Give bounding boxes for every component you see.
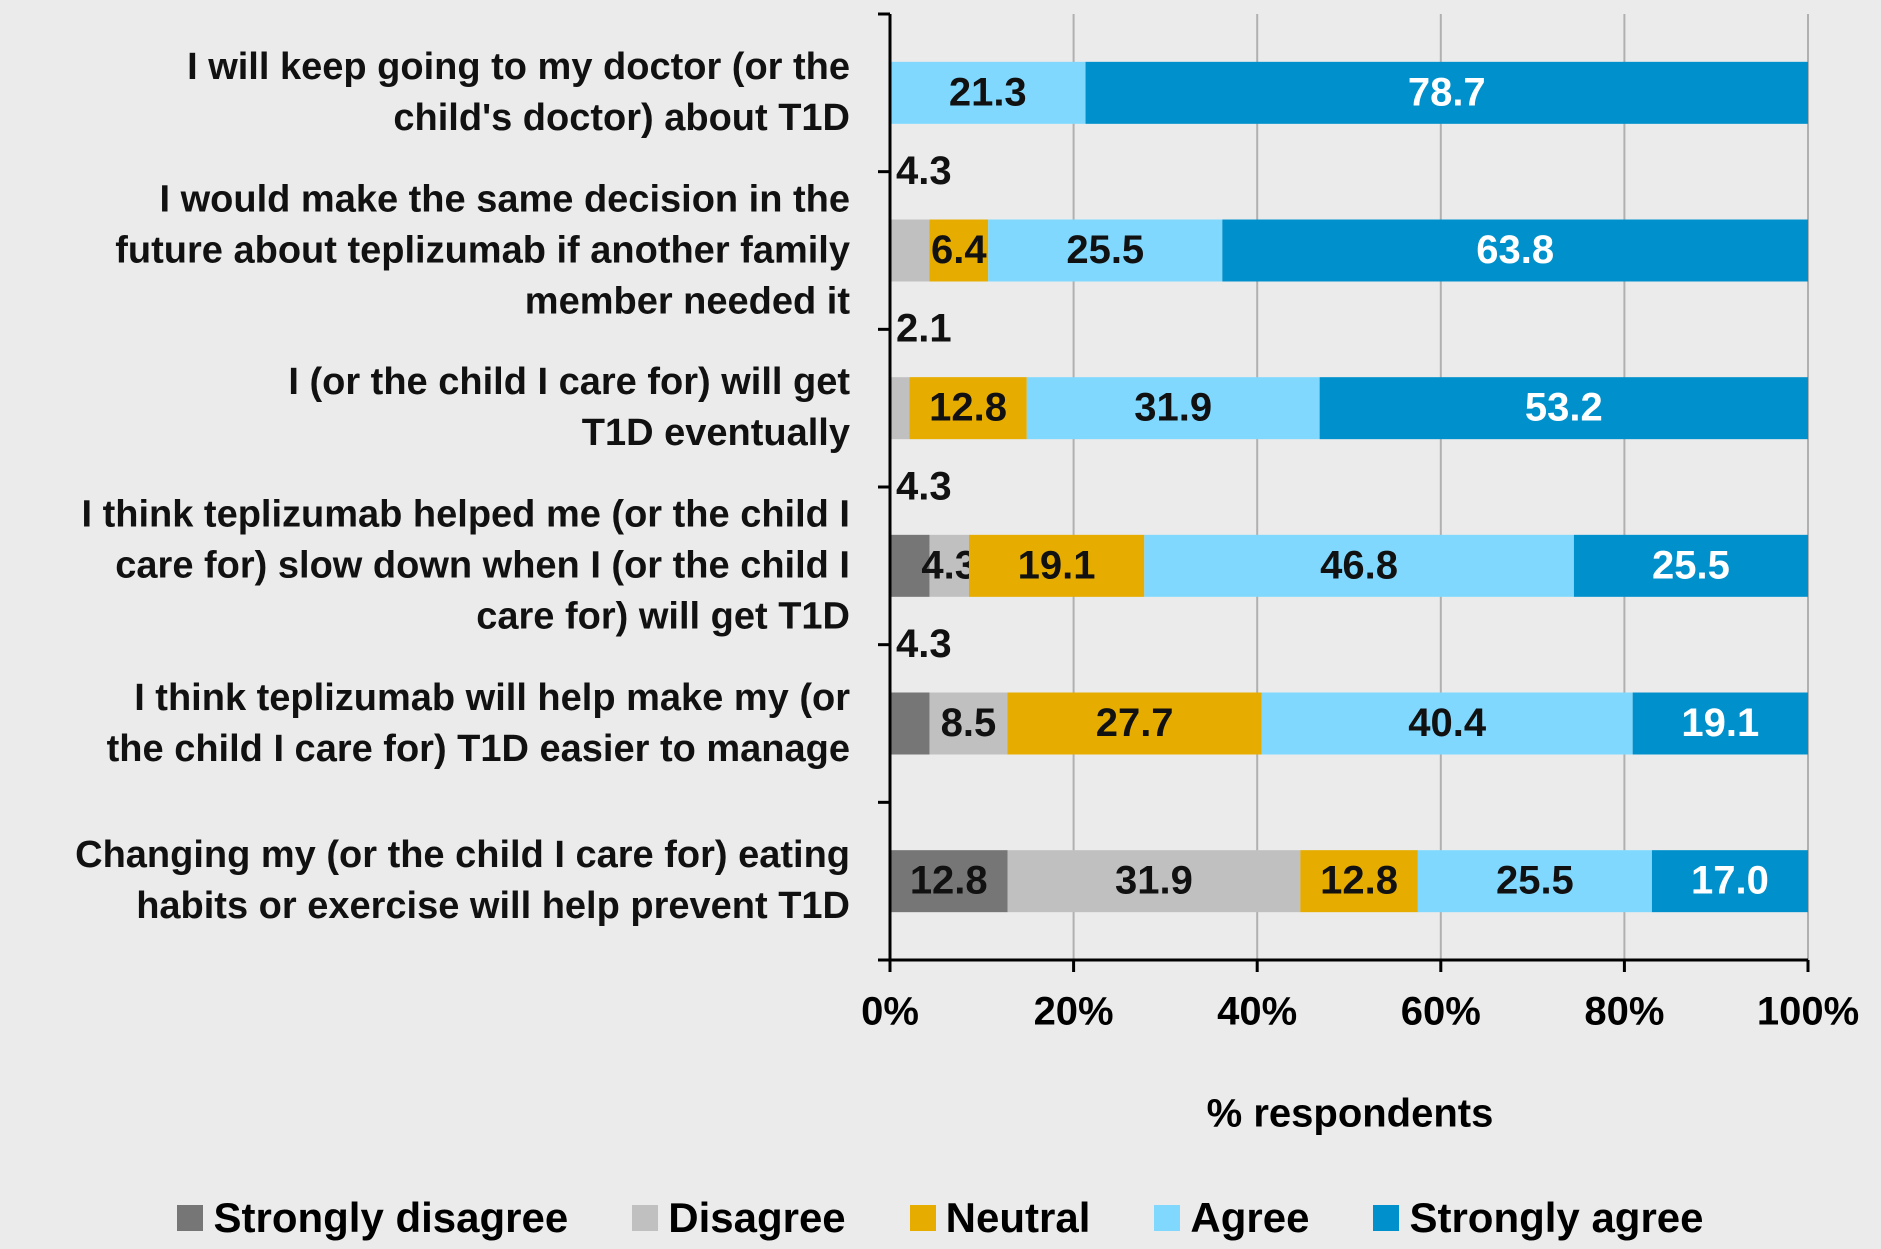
bar-segment [929,219,989,282]
bar-segment [1319,377,1808,440]
x-tick-label: 100% [1757,990,1859,1034]
value-label: 8.5 [941,701,997,745]
x-tick-label: 60% [1401,990,1481,1034]
category-label: I think teplizumab will help make my (or… [106,676,850,770]
value-label: 4.3 [896,149,952,193]
bar-segment [909,377,1027,440]
value-label: 63.8 [1476,228,1554,272]
legend-label: Agree [1190,1194,1310,1241]
legend-swatch [1373,1205,1400,1231]
bar-segment [1026,377,1320,440]
category-label: I would make the same decision in the fu… [115,178,850,322]
value-label: 31.9 [1115,859,1193,903]
category-label: I think teplizumab helped me (or the chi… [81,493,850,638]
bar-segment [1222,219,1808,282]
x-tick-label: 0% [861,990,919,1034]
legend-label: Neutral [945,1194,1091,1241]
value-label: 46.8 [1320,543,1398,587]
legend: Strongly disagree Disagree Neutral Agree Str… [0,1194,1881,1242]
bar-segment [890,850,1008,913]
legend-label: Disagree [668,1194,846,1241]
bar-segment [968,534,1145,597]
category-label: I (or the child I care for) will get T1D… [288,361,850,455]
bar-segment [1300,850,1418,913]
bar-segment [1007,692,1262,755]
legend-item: Neutral [909,1194,1091,1242]
legend-item: Disagree [632,1194,846,1242]
bar-segment [929,534,969,597]
category-label: I will keep going to my doctor (or the c… [187,45,850,139]
value-label: 12.8 [910,859,988,903]
category-label: Changing my (or the child I care for) ea… [75,834,850,928]
legend-item: Agree [1154,1194,1309,1242]
value-label: 78.7 [1408,70,1486,114]
value-label: 2.1 [896,307,952,351]
x-tick-label: 20% [1034,990,1114,1034]
value-label: 25.5 [1066,228,1144,272]
legend-item: Strongly agree [1373,1194,1704,1242]
value-label: 19.1 [1681,701,1759,745]
bar-segment [890,61,1086,124]
legend-label: Strongly disagree [213,1194,569,1241]
bar-segment [890,219,930,282]
legend-item: Strongly disagree [177,1194,568,1242]
value-label: 12.8 [1320,859,1398,903]
bar-segment [988,219,1223,282]
value-label: 21.3 [949,70,1027,114]
bar-segment [1261,692,1633,755]
bar-segment [1417,850,1652,913]
legend-swatch [909,1205,936,1231]
legend-swatch [1154,1205,1181,1231]
value-label: 25.5 [1652,543,1730,587]
legend-label: Strongly agree [1409,1194,1704,1241]
value-label: 19.1 [1018,543,1096,587]
bar-segment [1085,61,1808,124]
x-tick-label: 80% [1584,990,1664,1034]
value-label: 27.7 [1096,701,1174,745]
bar-segment [1007,850,1301,913]
bar-segment [890,534,930,597]
value-label: 53.2 [1525,386,1603,430]
value-label: 4.3 [896,622,952,666]
legend-swatch [177,1205,204,1231]
bar-segment [1651,850,1808,913]
value-label: 31.9 [1134,386,1212,430]
value-label: 12.8 [929,386,1007,430]
value-label: 4.3 [896,464,952,508]
value-label: 25.5 [1496,859,1574,903]
bar-segment [929,692,1008,755]
value-label: 4.3 [921,543,977,587]
value-label: 6.4 [931,228,987,272]
bar-segment [890,377,910,440]
value-label: 40.4 [1408,701,1487,745]
legend-swatch [632,1205,659,1231]
bar-segment [1632,692,1808,755]
bar-segment [1573,534,1808,597]
x-axis-label: % respondents [1207,1092,1494,1136]
bar-segment [890,692,930,755]
bar-segment [1144,534,1574,597]
value-label: 17.0 [1691,859,1769,903]
x-tick-label: 40% [1217,990,1297,1034]
